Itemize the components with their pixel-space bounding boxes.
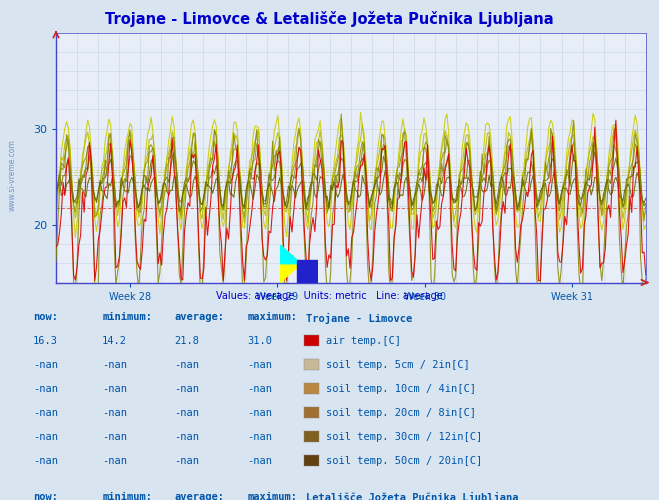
Text: -nan: -nan [33,408,58,418]
Text: minimum:: minimum: [102,312,152,322]
Polygon shape [280,245,301,264]
Text: Trojane - Limovce & Letališče Jožeta Pučnika Ljubljana: Trojane - Limovce & Letališče Jožeta Puč… [105,11,554,27]
Text: 21.8: 21.8 [175,336,200,346]
Text: soil temp. 30cm / 12in[C]: soil temp. 30cm / 12in[C] [326,432,482,442]
Text: -nan: -nan [102,384,127,394]
Bar [297,260,318,282]
Text: soil temp. 50cm / 20in[C]: soil temp. 50cm / 20in[C] [326,456,482,466]
Text: now:: now: [33,312,58,322]
Text: -nan: -nan [33,384,58,394]
Text: -nan: -nan [175,360,200,370]
Text: soil temp. 10cm / 4in[C]: soil temp. 10cm / 4in[C] [326,384,476,394]
Text: -nan: -nan [175,456,200,466]
Text: Trojane - Limovce: Trojane - Limovce [306,312,413,324]
Text: -nan: -nan [102,360,127,370]
Text: -nan: -nan [175,384,200,394]
Text: -nan: -nan [102,456,127,466]
Text: 14.2: 14.2 [102,336,127,346]
Text: -nan: -nan [33,360,58,370]
Text: 31.0: 31.0 [247,336,272,346]
Text: Values: average   Units: metric   Line: average: Values: average Units: metric Line: aver… [216,291,443,301]
Text: -nan: -nan [33,456,58,466]
Text: -nan: -nan [247,456,272,466]
Text: 16.3: 16.3 [33,336,58,346]
Text: Letališče Jožeta Pučnika Ljubljana: Letališče Jožeta Pučnika Ljubljana [306,492,519,500]
Text: average:: average: [175,312,225,322]
Text: soil temp. 5cm / 2in[C]: soil temp. 5cm / 2in[C] [326,360,470,370]
Text: air temp.[C]: air temp.[C] [326,336,401,346]
Text: -nan: -nan [175,432,200,442]
Text: -nan: -nan [247,360,272,370]
Text: average:: average: [175,492,225,500]
Text: www.si-vreme.com: www.si-vreme.com [8,139,17,211]
Text: maximum:: maximum: [247,312,297,322]
Polygon shape [280,245,301,282]
Text: soil temp. 20cm / 8in[C]: soil temp. 20cm / 8in[C] [326,408,476,418]
Text: -nan: -nan [102,432,127,442]
Text: -nan: -nan [33,432,58,442]
Text: maximum:: maximum: [247,492,297,500]
Text: -nan: -nan [247,432,272,442]
Text: -nan: -nan [102,408,127,418]
Text: minimum:: minimum: [102,492,152,500]
Text: now:: now: [33,492,58,500]
Text: -nan: -nan [247,384,272,394]
Text: -nan: -nan [175,408,200,418]
Text: -nan: -nan [247,408,272,418]
